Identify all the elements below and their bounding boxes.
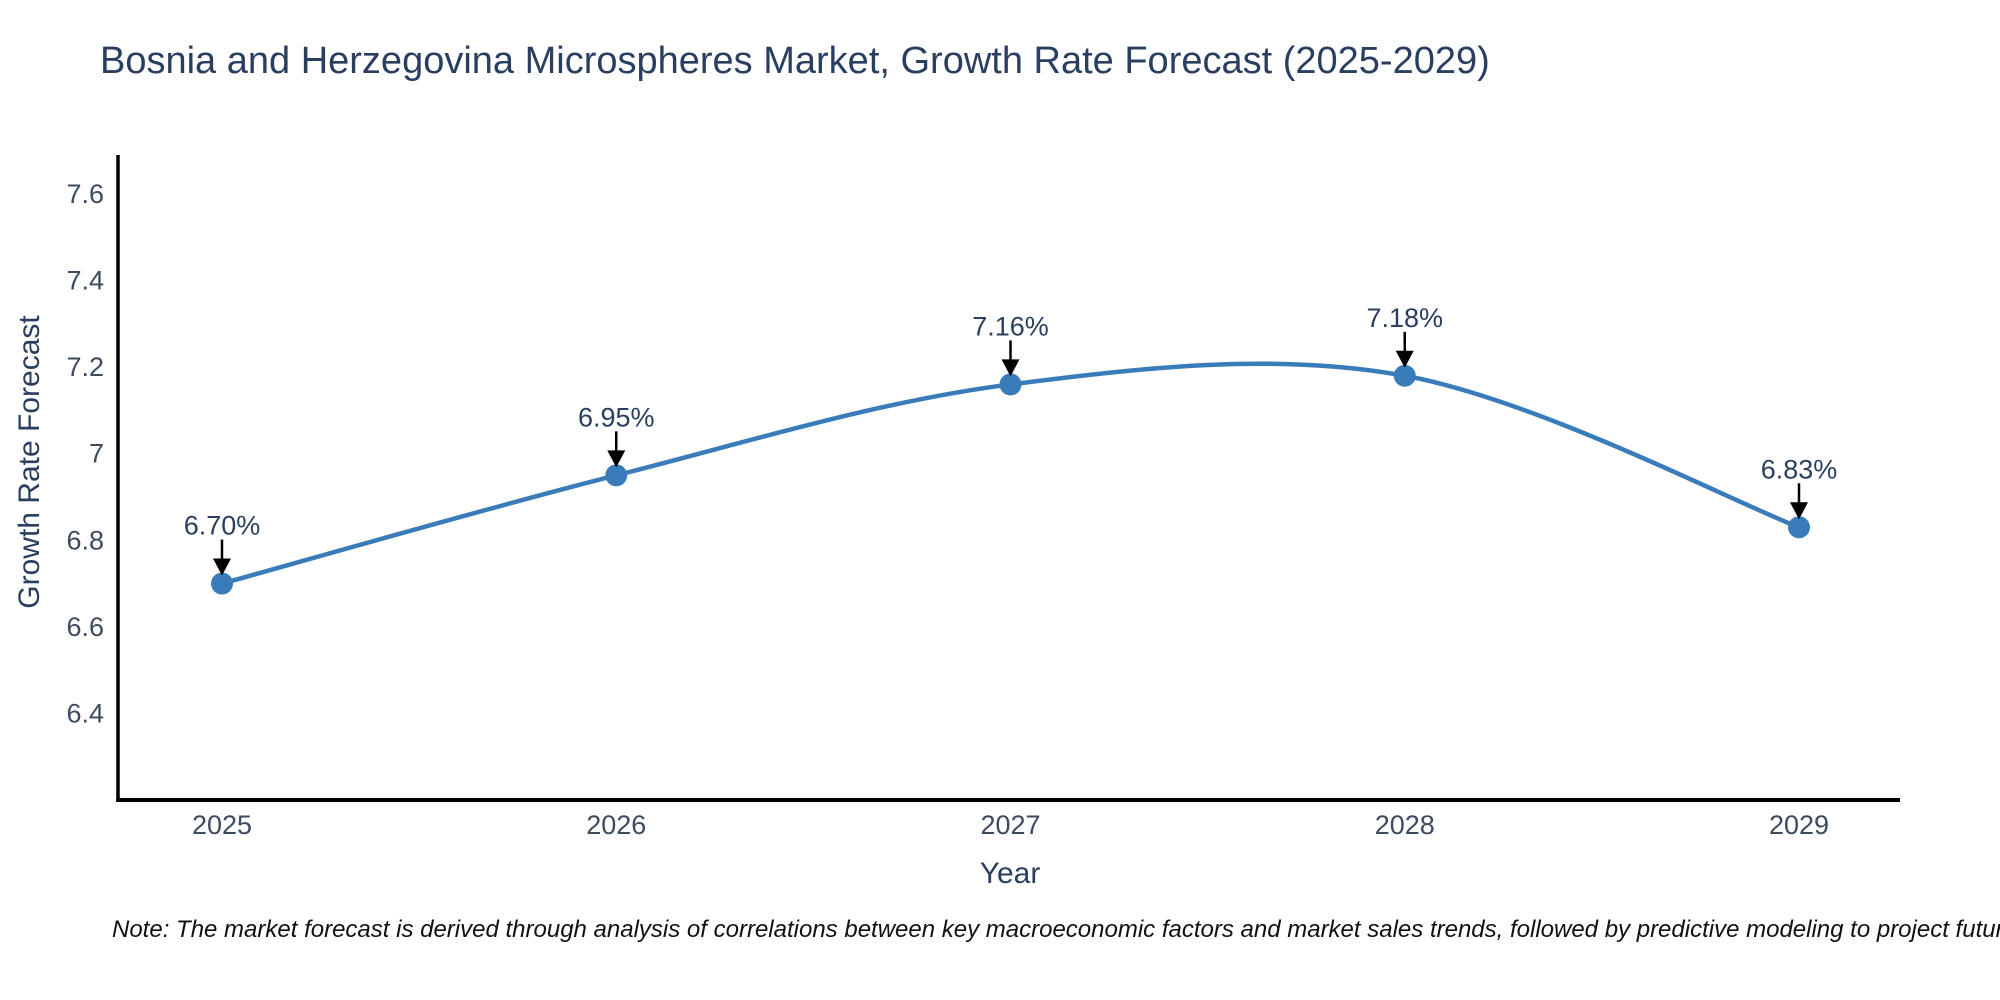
y-axis-title: Growth Rate Forecast	[13, 315, 46, 609]
data-point-2025[interactable]	[211, 572, 233, 595]
annotation-arrowhead-2027	[1001, 359, 1020, 377]
data-label-2029: 6.83%	[1761, 454, 1838, 484]
x-tick-2029: 2029	[1769, 810, 1829, 840]
y-tick-6.4: 6.4	[66, 698, 104, 728]
data-point-2028[interactable]	[1393, 364, 1416, 387]
y-tick-7: 7	[89, 439, 104, 469]
data-label-2027: 7.16%	[972, 311, 1049, 341]
data-label-2028: 7.18%	[1366, 303, 1443, 333]
trend-line	[219, 361, 1802, 586]
annotation-arrowhead-2028	[1395, 350, 1414, 368]
chart-title: Bosnia and Herzegovina Microspheres Mark…	[100, 40, 1490, 82]
data-point-2027[interactable]	[999, 373, 1022, 396]
data-label-2026: 6.95%	[578, 402, 655, 432]
annotation-arrowhead-2025	[213, 558, 231, 576]
data-point-2029[interactable]	[1788, 516, 1810, 539]
footnote: Note: The market forecast is derived thr…	[112, 916, 2000, 943]
x-tick-2026: 2026	[586, 810, 646, 840]
y-tick-6.8: 6.8	[66, 525, 104, 555]
y-tick-7.6: 7.6	[66, 179, 104, 209]
annotation-arrowhead-2029	[1790, 502, 1808, 520]
x-tick-2028: 2028	[1375, 810, 1435, 840]
x-tick-2027: 2027	[980, 810, 1040, 840]
x-axis-title: Year	[979, 857, 1041, 890]
x-tick-2025: 2025	[192, 810, 252, 840]
y-tick-7.2: 7.2	[66, 352, 104, 382]
data-label-2025: 6.70%	[184, 511, 261, 541]
y-tick-7.4: 7.4	[66, 266, 104, 296]
data-point-2026[interactable]	[605, 464, 628, 487]
annotation-arrowhead-2026	[607, 450, 626, 468]
y-tick-6.6: 6.6	[66, 612, 104, 642]
